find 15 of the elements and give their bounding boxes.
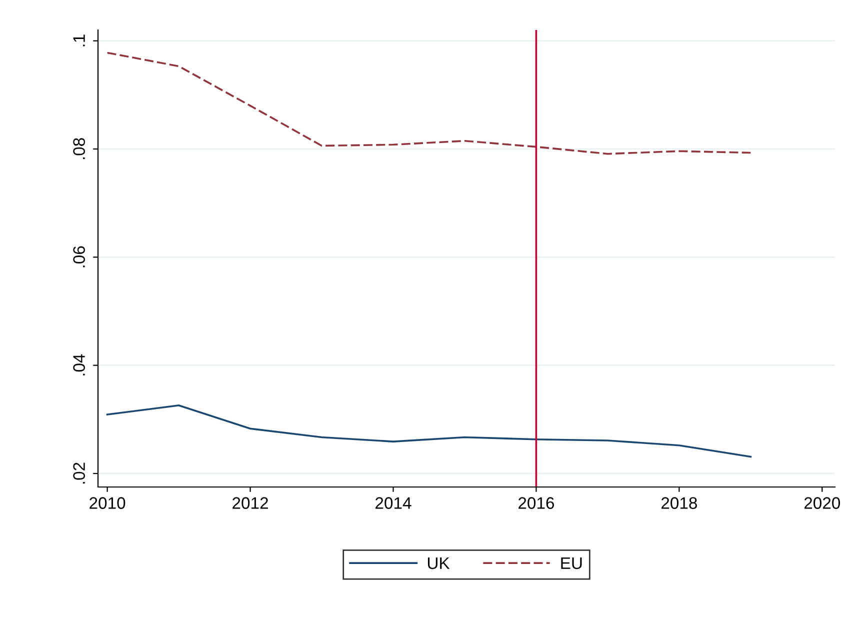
- x-tick-label: 2016: [518, 497, 554, 509]
- x-tick-label: 2020: [804, 497, 840, 509]
- legend-label: UK: [428, 557, 450, 570]
- y-tick-label: .08: [73, 138, 85, 160]
- line-series: [106, 52, 752, 155]
- x-tick-label: 2010: [90, 497, 126, 509]
- y-tick-label: .06: [73, 246, 85, 268]
- x-tick-label: 2014: [376, 497, 412, 509]
- x-tick-label: 2018: [661, 497, 697, 509]
- y-tick-label: .04: [73, 354, 85, 376]
- y-tick-label: .02: [73, 462, 85, 484]
- y-tick-label: .1: [73, 34, 85, 46]
- legend-label: EU: [561, 557, 582, 570]
- line-series: [106, 404, 752, 458]
- x-tick-label: 2012: [232, 497, 268, 509]
